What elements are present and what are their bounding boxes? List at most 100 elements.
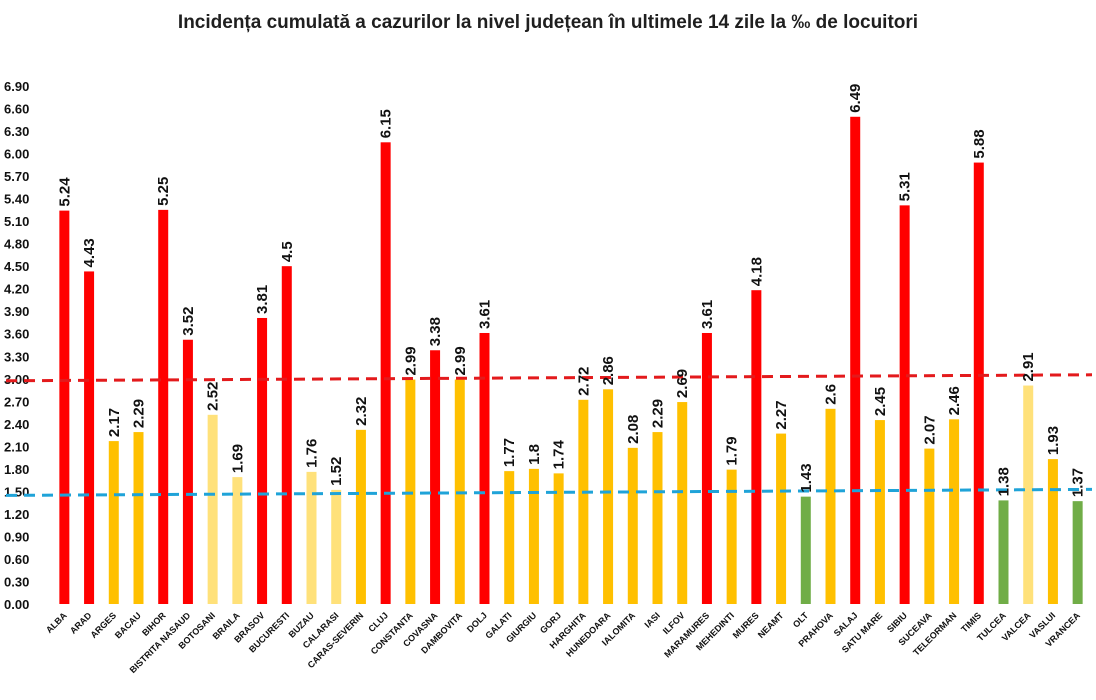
y-tick-label: 2.10	[4, 439, 29, 454]
bar	[850, 116, 861, 604]
data-label: 3.81	[254, 285, 271, 314]
bar	[182, 339, 193, 604]
data-labels: 5.24 4.43 2.17 2.29 5.25 3.52 2.52 1.69 3.81 4.5 1…	[56, 84, 1086, 498]
data-label: 2.08	[625, 415, 642, 444]
x-tick-label: NEAMT	[756, 610, 786, 640]
bar	[306, 471, 317, 604]
bar	[874, 420, 885, 604]
y-tick-label: 6.60	[4, 102, 29, 117]
data-label: 1.43	[798, 463, 815, 492]
data-label: 6.49	[847, 84, 864, 113]
bar	[924, 448, 935, 604]
data-label: 4.5	[279, 241, 296, 262]
y-tick-label: 2.40	[4, 417, 29, 432]
bars	[59, 116, 1083, 604]
bar	[627, 447, 638, 604]
reference-lines	[5, 373, 1093, 497]
y-tick-label: 2.70	[4, 394, 29, 409]
data-label: 6.15	[378, 109, 395, 138]
data-label: 5.25	[155, 177, 172, 206]
bar	[331, 489, 342, 604]
y-tick-label: 3.90	[4, 304, 29, 319]
chart-title: Incidența cumulată a cazurilor la nivel …	[177, 12, 919, 33]
data-label: 2.86	[600, 356, 617, 385]
bar	[1023, 385, 1034, 604]
y-tick-label: 0.90	[4, 529, 29, 544]
bar	[281, 266, 292, 604]
data-label: 1.38	[996, 467, 1013, 496]
data-label: 1.93	[1045, 426, 1062, 455]
bar	[726, 469, 737, 604]
bar	[603, 389, 614, 604]
x-tick-label: ALBA	[44, 610, 69, 635]
data-label: 1.76	[304, 439, 321, 468]
data-label: 2.27	[773, 400, 790, 429]
bar	[232, 477, 243, 604]
data-label: 4.43	[81, 238, 98, 267]
data-label: 1.74	[551, 440, 568, 470]
y-tick-label: 3.30	[4, 349, 29, 364]
bar	[84, 271, 95, 604]
y-tick-label: 5.70	[4, 169, 29, 184]
data-label: 1.8	[526, 444, 543, 465]
data-label: 1.77	[501, 438, 518, 467]
bar	[504, 471, 515, 604]
bar	[751, 290, 762, 604]
data-label: 5.88	[971, 129, 988, 158]
data-label: 3.52	[180, 307, 197, 336]
bar	[528, 468, 539, 604]
data-label: 2.99	[452, 346, 469, 375]
y-tick-label: 3.60	[4, 327, 29, 342]
data-label: 2.45	[872, 387, 889, 416]
y-tick-label: 4.20	[4, 282, 29, 297]
bar	[380, 142, 391, 604]
y-tick-label: 4.50	[4, 259, 29, 274]
bar	[59, 210, 70, 604]
bar	[1047, 459, 1058, 604]
data-label: 2.32	[353, 397, 370, 426]
bar	[677, 402, 688, 604]
y-tick-label: 5.10	[4, 214, 29, 229]
y-tick-label: 4.80	[4, 237, 29, 252]
bar	[899, 205, 910, 604]
data-label: 2.17	[106, 408, 123, 437]
y-tick-label: 1.50	[4, 484, 29, 499]
y-tick-label: 0.00	[4, 597, 29, 612]
data-label: 2.46	[946, 386, 963, 415]
data-label: 1.52	[328, 457, 345, 486]
bar	[652, 432, 663, 604]
reference-line	[5, 487, 1093, 497]
bar	[578, 399, 589, 604]
data-label: 3.61	[699, 300, 716, 329]
data-label: 5.24	[56, 177, 73, 207]
bar	[1072, 501, 1083, 604]
x-tick-label: IASI	[642, 610, 661, 629]
y-tick-label: 6.30	[4, 124, 29, 139]
y-tick-label: 6.00	[4, 147, 29, 162]
y-tick-label: 1.20	[4, 507, 29, 522]
data-label: 5.31	[897, 172, 914, 201]
bar	[776, 433, 787, 604]
bar	[207, 414, 218, 604]
bar	[133, 432, 144, 604]
bar	[257, 317, 268, 604]
y-tick-label: 0.60	[4, 552, 29, 567]
x-tick-label: MURES	[731, 610, 761, 640]
data-label: 4.18	[748, 257, 765, 286]
y-tick-label: 1.80	[4, 462, 29, 477]
reference-line	[5, 373, 1093, 383]
data-label: 2.91	[1020, 352, 1037, 381]
x-tick-label: OLT	[791, 610, 811, 630]
data-label: 2.07	[921, 415, 938, 444]
bar	[553, 473, 564, 604]
y-tick-label: 0.30	[4, 574, 29, 589]
bar	[800, 496, 811, 604]
bar	[158, 209, 169, 604]
data-label: 1.69	[229, 444, 246, 473]
bar	[108, 441, 119, 604]
data-label: 2.52	[205, 382, 222, 411]
bar	[973, 162, 984, 604]
bar	[701, 332, 712, 604]
